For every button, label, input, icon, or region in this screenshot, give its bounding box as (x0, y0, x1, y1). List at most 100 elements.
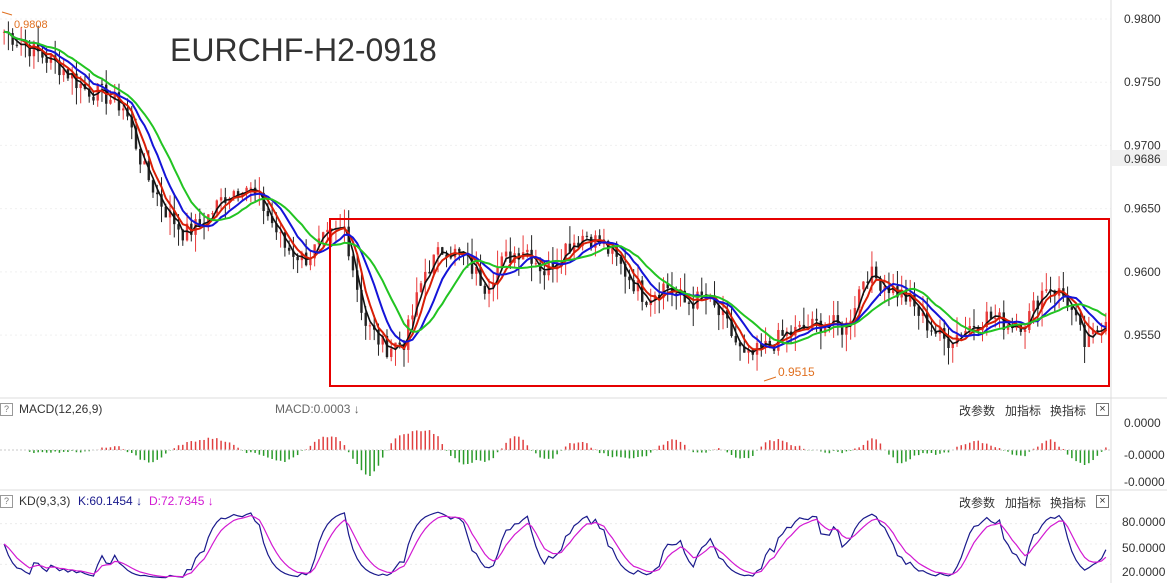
candle-body (1028, 311, 1031, 330)
candle-body (219, 197, 223, 201)
candle-body (164, 206, 167, 218)
macd-params-button[interactable]: 改参数 (959, 404, 996, 418)
candle-body (160, 194, 163, 207)
candle-body (692, 303, 695, 309)
candle-body (407, 319, 410, 350)
ma-blue-line (3, 30, 1107, 350)
candle-body (926, 312, 929, 331)
candle-body (355, 270, 359, 290)
candle-body (122, 108, 125, 111)
candle-body (270, 216, 274, 224)
grid-lines (0, 18, 1111, 336)
candle-body (526, 249, 529, 253)
candle-body (283, 232, 287, 248)
candle-body (130, 116, 133, 128)
kd-close-icon[interactable]: × (1096, 495, 1109, 508)
candle-body (687, 302, 691, 304)
macd-histogram (0, 430, 1111, 476)
kd-add-indicator-button[interactable]: 加指标 (1005, 496, 1042, 510)
candle-body (857, 289, 861, 309)
macd-switch-indicator-button[interactable]: 换指标 (1050, 404, 1087, 418)
candle-body (228, 198, 231, 203)
candle-body (211, 213, 214, 215)
candle-body (151, 180, 155, 193)
candle-body (441, 247, 444, 255)
macd-add-indicator-button[interactable]: 加指标 (1005, 404, 1042, 418)
kd-help-icon[interactable]: ? (0, 495, 13, 508)
moving-average-lines (3, 30, 1107, 354)
candle-body (730, 318, 733, 337)
candle-body (58, 60, 61, 76)
price-axis: 0.9800 0.9750 0.9700 0.9650 0.9600 0.9550 (1124, 12, 1161, 342)
candle-body (398, 342, 401, 345)
candle-body (930, 330, 933, 332)
candle-body (249, 187, 253, 189)
candle-body (662, 283, 665, 298)
candle-body (92, 96, 95, 101)
candle-body (419, 283, 423, 293)
candle-body (823, 325, 827, 333)
candle-body (88, 88, 91, 97)
macd-help-icon[interactable]: ? (0, 403, 13, 416)
candle-body (832, 315, 835, 325)
candle-body (870, 266, 874, 283)
kd-k-value: K:60.1454 ↓ (78, 494, 142, 508)
candle-body (543, 271, 546, 276)
candle-body (862, 281, 865, 290)
candle-body (368, 325, 372, 327)
candle-body (113, 92, 116, 100)
macd-value-text: MACD:0.0003 (275, 402, 351, 416)
candle-body (134, 127, 138, 149)
candle-body (496, 267, 499, 284)
candle-body (760, 343, 763, 348)
candle-body (62, 69, 65, 76)
candle-body (1032, 300, 1035, 312)
candle-body (147, 161, 150, 181)
candle-body (32, 42, 36, 57)
candle-body (415, 292, 418, 316)
kd-switch-indicator-button[interactable]: 换指标 (1050, 496, 1087, 510)
candle-body (547, 261, 550, 276)
candle-body (279, 232, 282, 234)
ma-red-line (3, 30, 1107, 351)
candle-body (262, 192, 265, 212)
candle-body (781, 329, 784, 336)
ma-green-line (3, 30, 1107, 345)
candle-body (241, 193, 244, 196)
candle-body (436, 247, 440, 255)
candle-body (266, 211, 270, 217)
candle-body (79, 83, 82, 89)
candle-body (972, 325, 976, 327)
candle-body (917, 306, 920, 316)
candle-body (143, 161, 146, 165)
candle-body (734, 336, 737, 343)
kd-params-button[interactable]: 改参数 (959, 496, 996, 510)
candle-body (1083, 324, 1086, 347)
candle-body (347, 226, 350, 257)
candle-body (534, 263, 538, 265)
candle-body (1066, 295, 1069, 308)
candle-body (555, 263, 559, 270)
candle-body (381, 335, 384, 345)
candle-body (458, 248, 461, 252)
candle-body (411, 315, 414, 320)
candle-body (504, 251, 508, 257)
candle-body (849, 320, 852, 323)
candle-body (287, 247, 291, 251)
candle-body (424, 271, 427, 284)
candle-body (628, 276, 631, 281)
kd-d-value: D:72.7345 ↓ (149, 494, 214, 508)
candle-body (1070, 307, 1074, 310)
candle-body (177, 224, 180, 230)
current-price-label: 0.9686 (1124, 152, 1161, 166)
candle-body (445, 254, 448, 258)
macd-close-icon[interactable]: × (1096, 403, 1109, 416)
candle-body (1045, 289, 1048, 291)
candle-body (28, 44, 31, 57)
candle-body (292, 250, 295, 257)
macd-indicator-name: MACD(12,26,9) (19, 402, 103, 416)
kd-d-arrow-icon: ↓ (207, 494, 214, 508)
candle-body (1091, 330, 1095, 334)
candle-body (245, 187, 248, 194)
